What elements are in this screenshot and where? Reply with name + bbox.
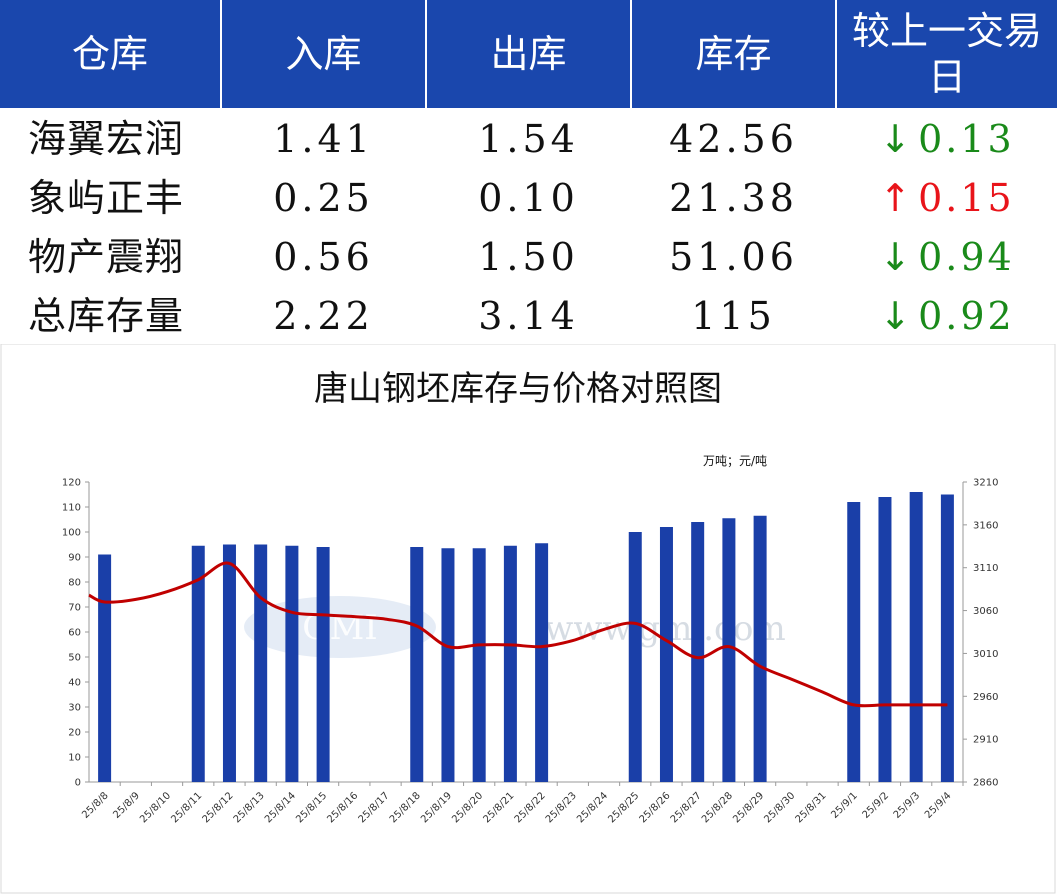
right-tick-label: 3210 [973, 478, 998, 489]
stock-value: 21.38 [669, 176, 798, 220]
unit-label: 万吨；元/吨 [703, 454, 767, 468]
right-tick-label: 3010 [973, 649, 998, 660]
bar [441, 548, 455, 782]
right-tick-label: 3060 [973, 606, 998, 617]
header-inbound: 入库 [222, 0, 425, 108]
outbound-value: 3.14 [478, 294, 579, 338]
header-stock: 库存 [632, 0, 835, 108]
left-tick-label: 20 [68, 728, 81, 739]
warehouse-name: 象屿正丰 [28, 176, 185, 220]
warehouse-name: 总库存量 [28, 294, 185, 338]
bar [254, 544, 268, 782]
bar [659, 527, 673, 782]
right-tick-label: 2910 [973, 735, 998, 746]
bar [410, 547, 424, 782]
change-number: 0.92 [918, 294, 1015, 338]
change-value: ↑ 0.15 [837, 169, 1057, 227]
header-change: 较上一交易日 [837, 0, 1057, 108]
change-value: ↓ 0.92 [837, 287, 1057, 345]
arrow-down-icon: ↓ [879, 235, 915, 279]
left-tick-label: 80 [68, 578, 81, 589]
right-tick-label: 3160 [973, 520, 998, 531]
left-tick-label: 0 [75, 778, 81, 789]
right-tick-label: 2860 [973, 778, 998, 789]
left-tick-label: 120 [62, 478, 81, 489]
left-tick-label: 60 [68, 628, 81, 639]
change-number: 0.94 [918, 235, 1015, 279]
bar [191, 545, 205, 782]
chart-title: 唐山钢坯库存与价格对照图 [314, 369, 722, 409]
change-value: ↓ 0.94 [837, 228, 1057, 286]
bar [909, 492, 923, 782]
price-line [88, 561, 948, 708]
outbound-value: 0.10 [478, 176, 579, 220]
bar [753, 515, 767, 782]
bar [98, 554, 112, 782]
arrow-up-icon: ↑ [879, 176, 915, 220]
left-tick-label: 50 [68, 653, 81, 664]
change-value: ↓ 0.13 [837, 110, 1057, 168]
outbound-value: 1.50 [478, 235, 579, 279]
arrow-down-icon: ↓ [879, 294, 915, 338]
left-tick-label: 10 [68, 753, 81, 764]
inbound-value: 1.41 [273, 117, 374, 161]
header-warehouse: 仓库 [0, 0, 220, 108]
bar [847, 502, 861, 782]
bar [722, 518, 736, 782]
left-tick-label: 70 [68, 603, 81, 614]
bar [503, 545, 517, 782]
inventory-table: 仓库 入库 出库 库存 较上一交易日 海翼宏润 1.41 1.54 42.56 ↓ 0.1… [0, 0, 1057, 344]
left-tick-label: 90 [68, 553, 81, 564]
inbound-value: 2.22 [273, 294, 374, 338]
warehouse-name: 海翼宏润 [28, 117, 185, 161]
price-inventory-chart: 唐山钢坯库存与价格对照图万吨；元/吨GMIwww.gmi.com01020304… [0, 344, 1056, 894]
bar [472, 548, 486, 782]
left-tick-label: 30 [68, 703, 81, 714]
bar [535, 543, 549, 782]
bar [940, 494, 954, 782]
bar [878, 497, 892, 782]
change-number: 0.13 [918, 117, 1015, 161]
table-row: 总库存量 2.22 3.14 115 ↓ 0.92 [0, 287, 1057, 345]
left-tick-label: 110 [62, 503, 81, 514]
table-row: 物产震翔 0.56 1.50 51.06 ↓ 0.94 [0, 228, 1057, 286]
table-row: 象屿正丰 0.25 0.10 21.38 ↑ 0.15 [0, 169, 1057, 227]
bar [222, 544, 236, 782]
bar [285, 545, 299, 782]
left-tick-label: 100 [62, 528, 81, 539]
change-number: 0.15 [918, 176, 1015, 220]
bar [316, 547, 330, 782]
arrow-down-icon: ↓ [879, 117, 915, 161]
right-tick-label: 2960 [973, 692, 998, 703]
outbound-value: 1.54 [478, 117, 579, 161]
header-outbound: 出库 [427, 0, 630, 108]
right-tick-label: 3110 [973, 563, 998, 574]
inbound-value: 0.25 [273, 176, 374, 220]
stock-value: 115 [691, 294, 776, 338]
left-tick-label: 40 [68, 678, 81, 689]
stock-value: 51.06 [669, 235, 798, 279]
warehouse-name: 物产震翔 [28, 235, 185, 279]
inbound-value: 0.56 [273, 235, 374, 279]
table-row: 海翼宏润 1.41 1.54 42.56 ↓ 0.13 [0, 110, 1057, 168]
stock-value: 42.56 [669, 117, 798, 161]
bar [691, 522, 705, 782]
bar [628, 532, 642, 782]
